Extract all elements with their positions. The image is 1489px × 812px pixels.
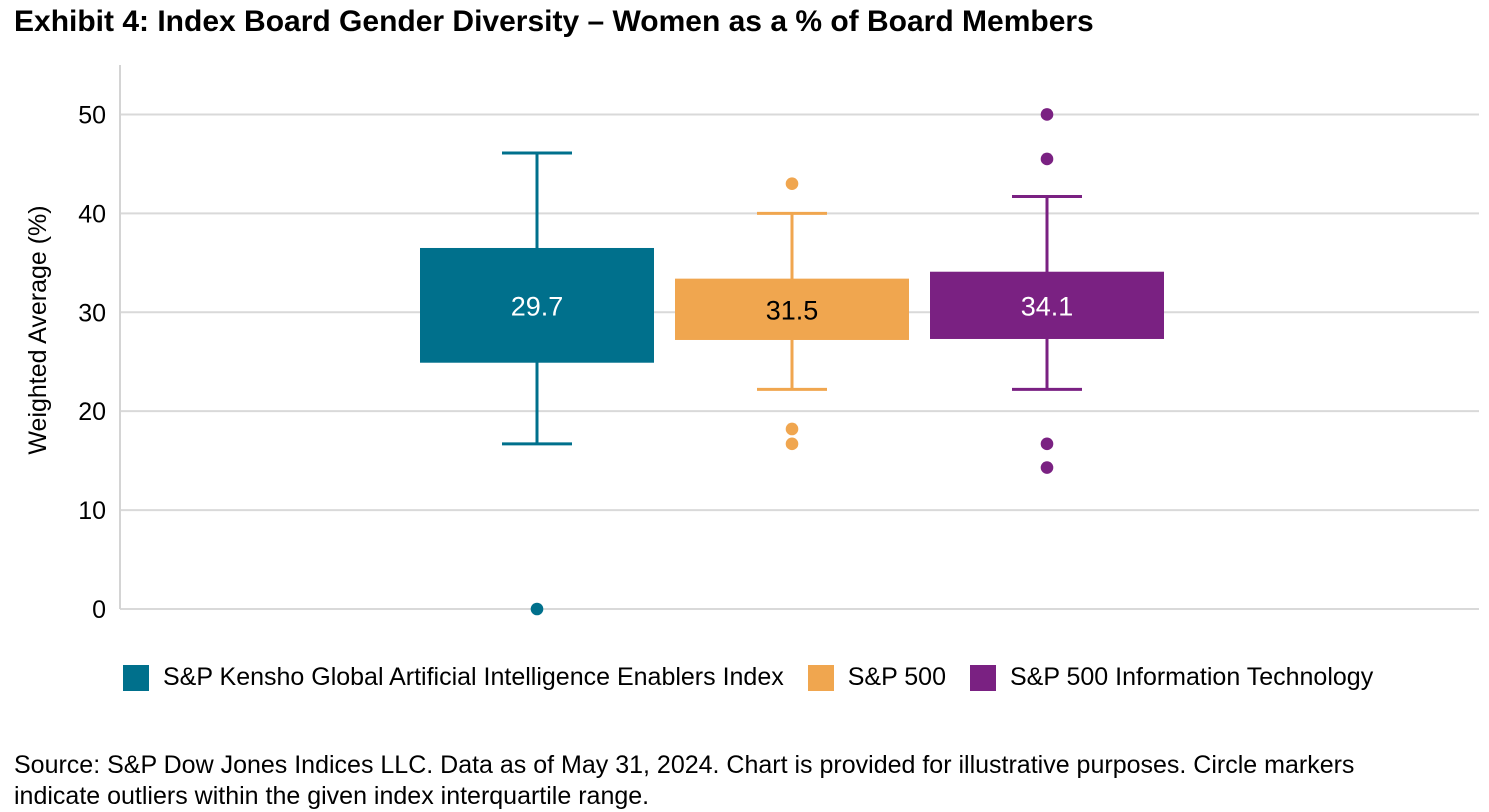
y-tick-label-40: 40 <box>78 200 106 228</box>
chart-title: Exhibit 4: Index Board Gender Diversity … <box>14 5 1094 38</box>
outlier-marker <box>1040 108 1054 121</box>
iqr-box <box>675 278 909 340</box>
box-value-label: 29.7 <box>511 291 564 321</box>
legend-swatch-icon <box>123 664 149 691</box>
legend-label: S&P 500 <box>847 663 946 691</box>
legend-item: S&P Kensho Global Artificial Intelligenc… <box>123 663 784 692</box>
y-tick-label-10: 10 <box>78 497 106 525</box>
legend-item: S&P 500 Information Technology <box>969 663 1374 692</box>
outlier-marker <box>1040 461 1054 474</box>
y-tick-label-0: 0 <box>92 596 106 624</box>
iqr-box <box>420 247 654 363</box>
legend-label: S&P 500 Information Technology <box>1009 663 1374 691</box>
legend-item: S&P 500 <box>807 663 946 692</box>
source-line-2: indicate outliers within the given index… <box>14 782 650 810</box>
iqr-box <box>930 271 1164 339</box>
legend-swatch-icon <box>969 664 996 691</box>
source-note: Source: S&P Dow Jones Indices LLC. Data … <box>14 750 1354 812</box>
box-value-label: 34.1 <box>1021 291 1074 321</box>
y-tick-label-30: 30 <box>78 299 106 327</box>
outlier-marker <box>785 177 799 190</box>
outlier-marker <box>1040 152 1054 166</box>
outlier-marker <box>530 602 544 616</box>
outlier-marker <box>785 422 799 436</box>
y-tick-label-50: 50 <box>78 101 106 129</box>
legend-label: S&P Kensho Global Artificial Intelligenc… <box>163 663 784 691</box>
source-line-1: Source: S&P Dow Jones Indices LLC. Data … <box>14 751 1355 779</box>
outlier-marker <box>1040 437 1054 451</box>
box-value-label: 31.5 <box>766 295 819 325</box>
y-tick-label-20: 20 <box>78 398 106 426</box>
outlier-marker <box>785 437 799 451</box>
legend: S&P Kensho Global Artificial Intelligenc… <box>123 663 1373 692</box>
legend-swatch-icon <box>807 664 834 691</box>
y-axis-title: Weighted Average (%) <box>24 205 52 454</box>
